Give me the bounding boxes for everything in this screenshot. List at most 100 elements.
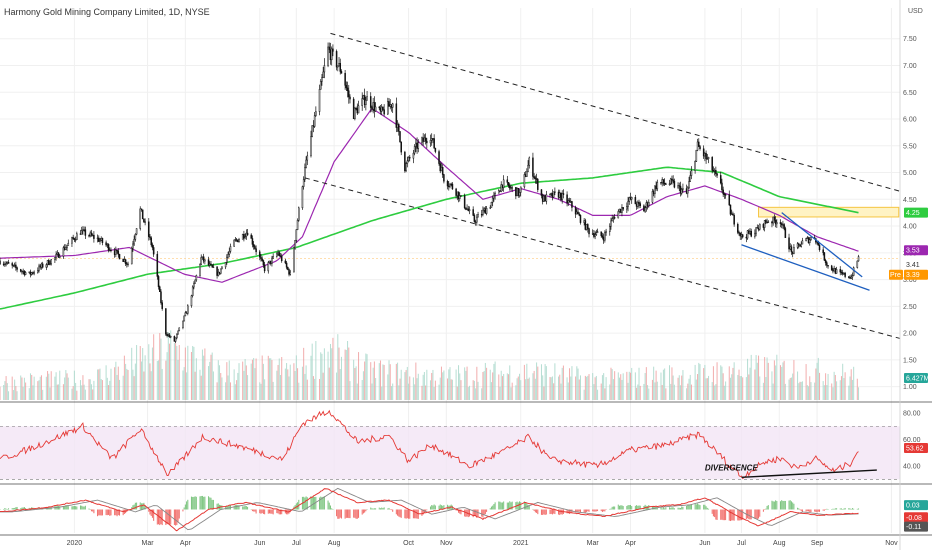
volume-bar-242 bbox=[414, 384, 416, 400]
candle-body-369 bbox=[629, 197, 632, 200]
macd-hist-bar-197 bbox=[337, 509, 339, 519]
macd-hist-bar-500 bbox=[853, 508, 855, 510]
candle-body-87 bbox=[149, 236, 151, 239]
volume-bar-143 bbox=[244, 358, 246, 400]
macd-hist-bar-9 bbox=[15, 507, 17, 510]
candle-body-344 bbox=[587, 224, 589, 229]
macd-hist-bar-218 bbox=[372, 508, 374, 510]
volume-bar-472 bbox=[806, 385, 808, 400]
volume-bar-384 bbox=[655, 370, 657, 400]
macd-hist-bar-212 bbox=[362, 509, 364, 514]
price-tick-label-2: 2.00 bbox=[903, 331, 917, 338]
macd-hist-bar-134 bbox=[228, 505, 230, 510]
candle-body-317 bbox=[541, 195, 544, 202]
volume-bar-175 bbox=[298, 382, 300, 400]
candle-body-442 bbox=[755, 227, 757, 234]
macd-hist-bar-291 bbox=[498, 501, 500, 510]
candle-body-144 bbox=[245, 232, 248, 237]
volume-bar-378 bbox=[645, 367, 647, 400]
volume-bar-479 bbox=[817, 357, 819, 400]
price-tick-label-6: 4.00 bbox=[903, 224, 917, 231]
volume-bar-444 bbox=[758, 355, 760, 400]
candle-body-106 bbox=[182, 320, 184, 328]
macd-hist-bar-52 bbox=[89, 509, 91, 510]
macd-hist-bar-306 bbox=[523, 501, 525, 510]
volume-bar-287 bbox=[490, 382, 492, 400]
macd-hist-bar-275 bbox=[469, 509, 471, 517]
macd-hist-bar-427 bbox=[729, 509, 731, 522]
candle-body-121 bbox=[207, 259, 210, 266]
volume-bar-441 bbox=[754, 369, 756, 400]
macd-hist-bar-311 bbox=[532, 508, 534, 510]
macd-hist-bar-298 bbox=[509, 501, 511, 510]
candle-body-19 bbox=[32, 272, 34, 274]
macd-hist-bar-477 bbox=[815, 509, 817, 512]
candle-body-83 bbox=[141, 209, 144, 220]
candle-body-286 bbox=[489, 207, 492, 209]
volume-bar-330 bbox=[562, 365, 564, 400]
volume-bar-296 bbox=[506, 373, 508, 400]
macd-hist-bar-49 bbox=[83, 506, 85, 510]
macd-hist-bar-314 bbox=[536, 509, 538, 513]
volume-bar-168 bbox=[287, 369, 289, 400]
macd-hist-bar-8 bbox=[14, 507, 16, 510]
volume-bar-238 bbox=[406, 366, 408, 400]
volume-bar-232 bbox=[397, 362, 399, 400]
candle-body-271 bbox=[463, 195, 466, 209]
macd-hist-bar-375 bbox=[639, 505, 641, 510]
badge-pre-bg bbox=[889, 269, 903, 280]
candle-body-143 bbox=[244, 236, 246, 239]
volume-bar-74 bbox=[126, 368, 128, 400]
candle-body-498 bbox=[850, 276, 852, 279]
macd-hist-bar-221 bbox=[378, 507, 380, 510]
macd-hist-bar-441 bbox=[754, 509, 756, 519]
candle-body-396 bbox=[677, 185, 679, 188]
volume-bar-172 bbox=[294, 370, 296, 400]
candle-body-349 bbox=[595, 232, 598, 235]
candle-body-191 bbox=[327, 46, 329, 66]
candle-body-166 bbox=[284, 260, 287, 264]
macd-hist-bar-186 bbox=[319, 497, 321, 510]
macd-hist-bar-429 bbox=[732, 509, 734, 521]
macd-hist-bar-233 bbox=[398, 509, 400, 517]
volume-bar-322 bbox=[550, 377, 552, 400]
volume-bar-414 bbox=[706, 378, 708, 400]
candle-body-293 bbox=[500, 184, 502, 192]
macd-hist-bar-30 bbox=[50, 507, 52, 510]
volume-bar-439 bbox=[749, 367, 751, 400]
macd-hist-bar-258 bbox=[440, 505, 442, 510]
macd-hist-bar-227 bbox=[388, 507, 390, 510]
x-tick-label-1: Mar bbox=[142, 540, 155, 547]
volume-bar-436 bbox=[745, 377, 747, 400]
macd-hist-bar-465 bbox=[793, 503, 795, 510]
candle-body-192 bbox=[328, 46, 331, 50]
candle-body-225 bbox=[383, 109, 385, 115]
x-tick-label-2: Apr bbox=[180, 540, 192, 547]
macd-hist-bar-488 bbox=[833, 508, 835, 510]
candle-body-33 bbox=[56, 252, 59, 255]
macd-hist-bar-334 bbox=[570, 509, 572, 513]
volume-bar-297 bbox=[508, 374, 510, 400]
macd-hist-bar-201 bbox=[344, 509, 346, 519]
candle-body-263 bbox=[449, 183, 451, 187]
candle-body-141 bbox=[241, 234, 244, 240]
macd-hist-bar-296 bbox=[506, 502, 508, 510]
candle-body-38 bbox=[65, 247, 67, 250]
candle-body-41 bbox=[71, 237, 73, 244]
macd-hist-bar-156 bbox=[267, 509, 269, 514]
macd-hist-bar-162 bbox=[277, 509, 279, 514]
macd-hist-bar-161 bbox=[276, 509, 278, 514]
macd-hist-bar-316 bbox=[540, 509, 542, 515]
macd-hist-bar-442 bbox=[755, 509, 757, 519]
macd-hist-bar-411 bbox=[703, 504, 705, 510]
volume-bar-90 bbox=[153, 334, 155, 400]
macd-hist-bar-428 bbox=[731, 509, 733, 521]
macd-hist-bar-1 bbox=[3, 508, 5, 510]
currency-label: USD bbox=[908, 8, 923, 15]
price-tick-label-13: 7.50 bbox=[903, 36, 917, 43]
macd-hist-bar-387 bbox=[661, 508, 663, 510]
macd-hist-bar-350 bbox=[597, 509, 599, 512]
volume-bar-123 bbox=[210, 354, 212, 400]
volume-bar-244 bbox=[416, 378, 418, 400]
